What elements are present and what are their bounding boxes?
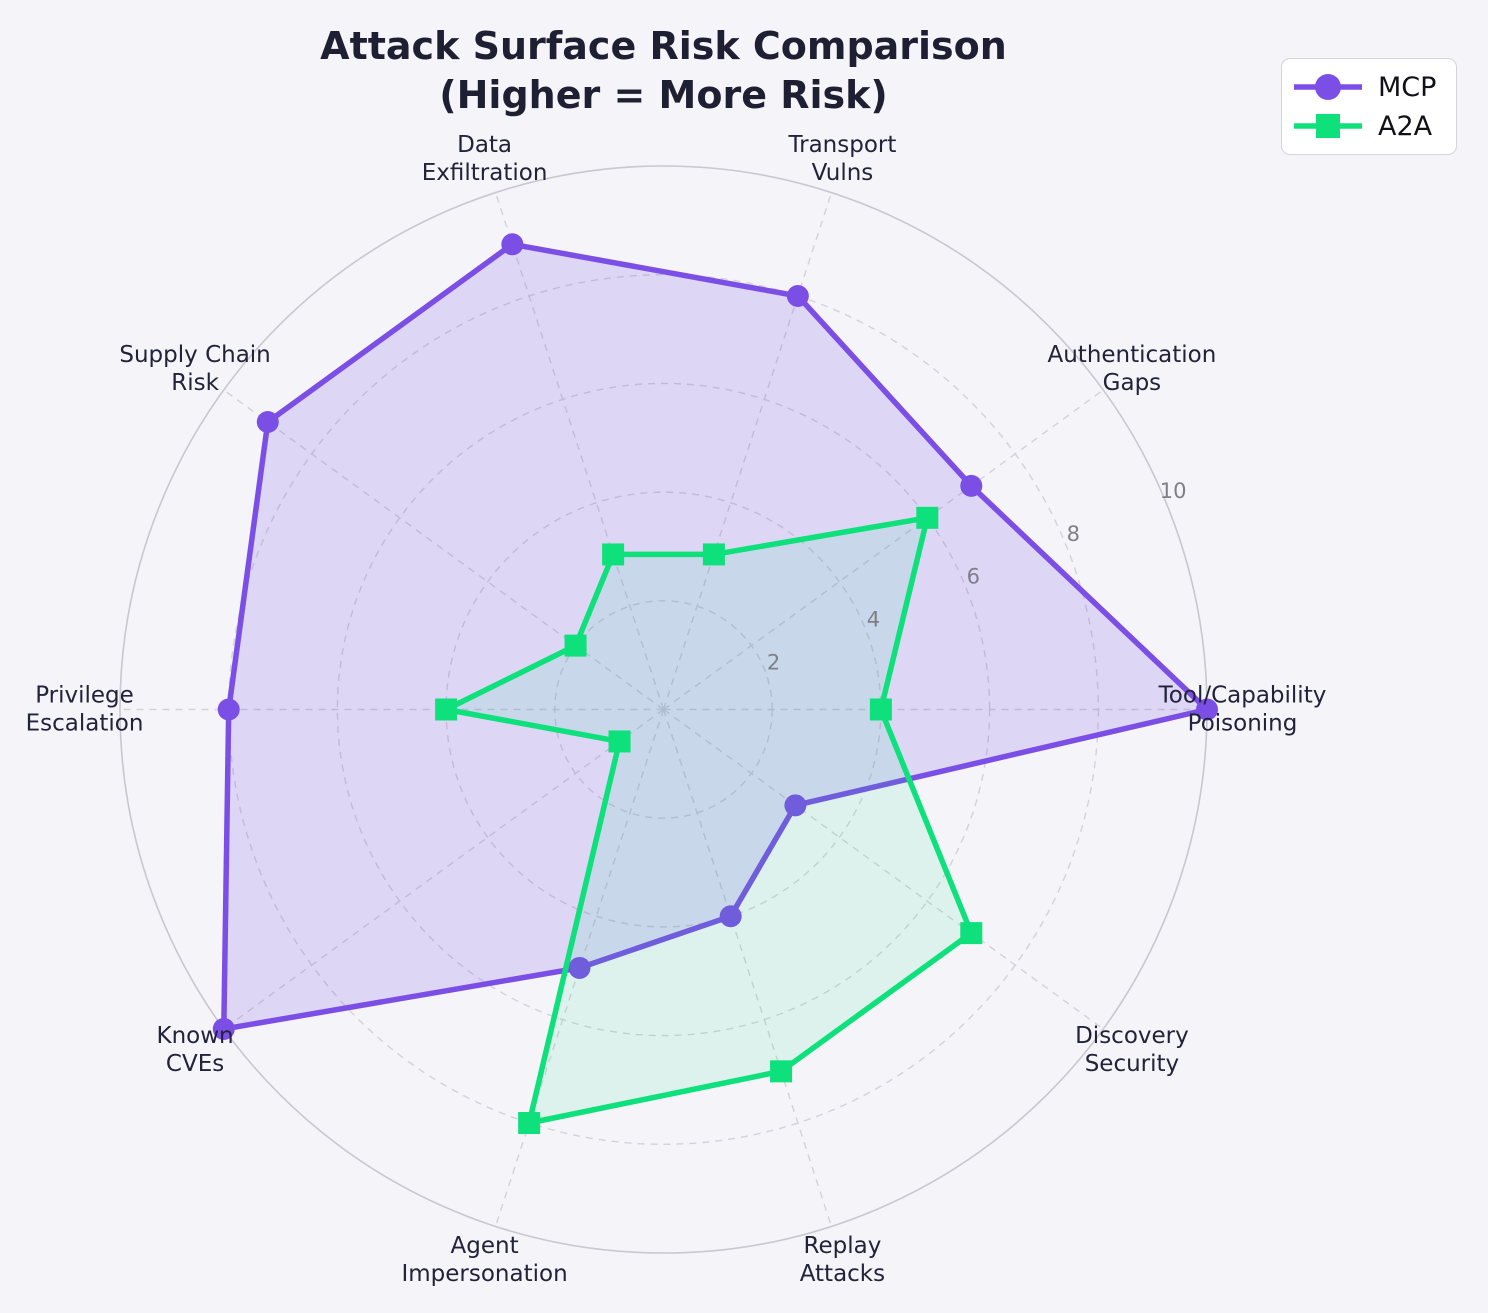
- series-a2a-data-point: [518, 1112, 541, 1135]
- series-a2a-data-point: [770, 1060, 793, 1083]
- category-label-toolcapability-poisoning: Tool/Capability Poisoning: [1158, 683, 1327, 737]
- series-mcp-data-point: [212, 1017, 235, 1040]
- series-a2a-data-point: [960, 922, 983, 945]
- radial-tick-label-10: 10: [1160, 479, 1187, 503]
- radial-tick-label-6: 6: [967, 565, 980, 589]
- legend-label-mcp: MCP: [1378, 71, 1437, 103]
- series-a2a-area: [446, 517, 972, 1123]
- chart-title-line2: (Higher = More Risk): [439, 73, 888, 117]
- category-label-known-cves: Known CVEs: [157, 1023, 234, 1077]
- category-label-replay-attacks: Replay Attacks: [800, 1233, 885, 1287]
- series-a2a-data-point: [564, 634, 587, 657]
- series-a2a-data-point: [608, 730, 631, 753]
- series-mcp-area: [223, 244, 1208, 1030]
- series-mcp-data-point: [501, 233, 524, 256]
- series-a2a-data-point: [916, 506, 939, 529]
- legend-box: MCP A2A: [1281, 58, 1457, 155]
- category-label-privilege-escalation: Privilege Escalation: [26, 683, 144, 737]
- category-label-transport-vulns: Transport Vulns: [787, 132, 896, 186]
- series-a2a-data-point: [602, 543, 625, 566]
- series-mcp-data-point: [568, 956, 591, 979]
- radial-tick-label-2: 2: [767, 650, 780, 674]
- category-label-agent-impersonation: Agent Impersonation: [401, 1233, 567, 1287]
- radial-tick-label-8: 8: [1067, 522, 1080, 546]
- category-label-discovery-security: Discovery Security: [1075, 1023, 1189, 1077]
- legend-label-a2a: A2A: [1378, 110, 1433, 142]
- legend-swatch-a2a-line-square-icon: [1294, 114, 1362, 138]
- category-label-supplychain-risk: Supply Chain Risk: [119, 342, 270, 396]
- chart-title-line1: Attack Surface Risk Comparison: [320, 24, 1007, 68]
- series-mcp-data-point: [786, 284, 809, 307]
- legend-swatch-mcp-line-circle-icon: [1294, 74, 1362, 100]
- category-label-data-exfiltration: Data Exfiltration: [422, 132, 548, 186]
- series-mcp-data-point: [256, 410, 279, 433]
- series-mcp-data-point: [784, 794, 807, 817]
- radial-tick-label-4: 4: [867, 608, 880, 632]
- series-a2a-data-point: [435, 698, 458, 721]
- series-mcp-data-point: [719, 905, 742, 928]
- category-label-authentication-gaps: Authentication Gaps: [1047, 342, 1216, 396]
- chart-title: Attack Surface Risk Comparison (Higher =…: [0, 22, 1327, 120]
- legend-item-a2a: A2A: [1282, 111, 1456, 141]
- series-a2a-data-point: [702, 543, 725, 566]
- legend-item-mcp: MCP: [1282, 72, 1456, 102]
- series-mcp-data-point: [1196, 698, 1218, 721]
- series-mcp-data-point: [217, 698, 240, 721]
- series-mcp-data-point: [960, 474, 983, 497]
- series-a2a-data-point: [869, 698, 892, 721]
